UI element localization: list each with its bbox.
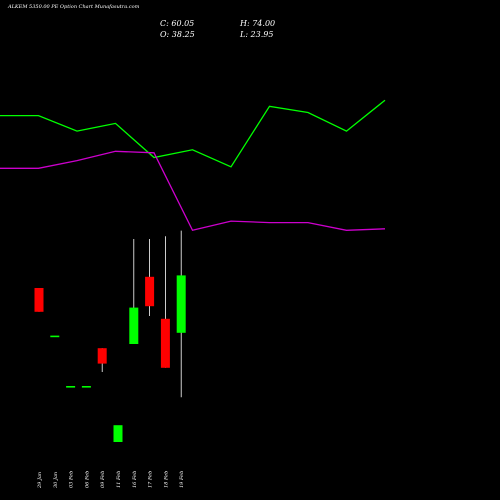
x-tick-label: 03 Feb <box>69 471 75 488</box>
low-value: L: 23.95 <box>239 30 273 39</box>
high-value: H: 74.00 <box>239 19 275 28</box>
x-tick-label: 29 Jan <box>37 472 43 489</box>
candle-body-10 <box>176 275 186 333</box>
candle-body-6 <box>113 425 123 442</box>
close-value: C: 60.05 <box>160 19 194 28</box>
open-value: O: 38.25 <box>160 30 195 39</box>
x-tick-label: 16 Feb <box>132 471 138 488</box>
x-tick-label: 17 Feb <box>148 471 154 488</box>
candlesticks <box>34 230 186 442</box>
candle-body-5 <box>97 348 107 364</box>
x-axis-ticks: 29 Jan 30 Jan 03 Feb 06 Feb 09 Feb 11 Feb 16 F… <box>37 471 185 489</box>
candle-body-1 <box>34 288 44 312</box>
x-tick-label: 30 Jan <box>53 472 59 488</box>
indicator-line-1 <box>0 99 386 168</box>
candle-body-2 <box>50 335 60 338</box>
x-tick-label: 09 Feb <box>100 471 106 488</box>
candle-body-4 <box>81 386 91 388</box>
candle-body-3 <box>66 386 76 388</box>
candle-body-8 <box>145 276 155 307</box>
x-tick-label: 11 Feb <box>116 471 122 488</box>
candle-body-9 <box>160 318 170 368</box>
x-tick-label: 18 Feb <box>163 471 169 488</box>
x-tick-label: 06 Feb <box>84 471 90 488</box>
chart-title: ALKEM 5350.00 PE Option Chart Munafasutr… <box>7 4 140 10</box>
candle-body-7 <box>129 307 139 344</box>
x-tick-label: 19 Feb <box>179 471 185 488</box>
indicator-lines <box>0 99 386 232</box>
indicator-line-2 <box>0 150 386 232</box>
